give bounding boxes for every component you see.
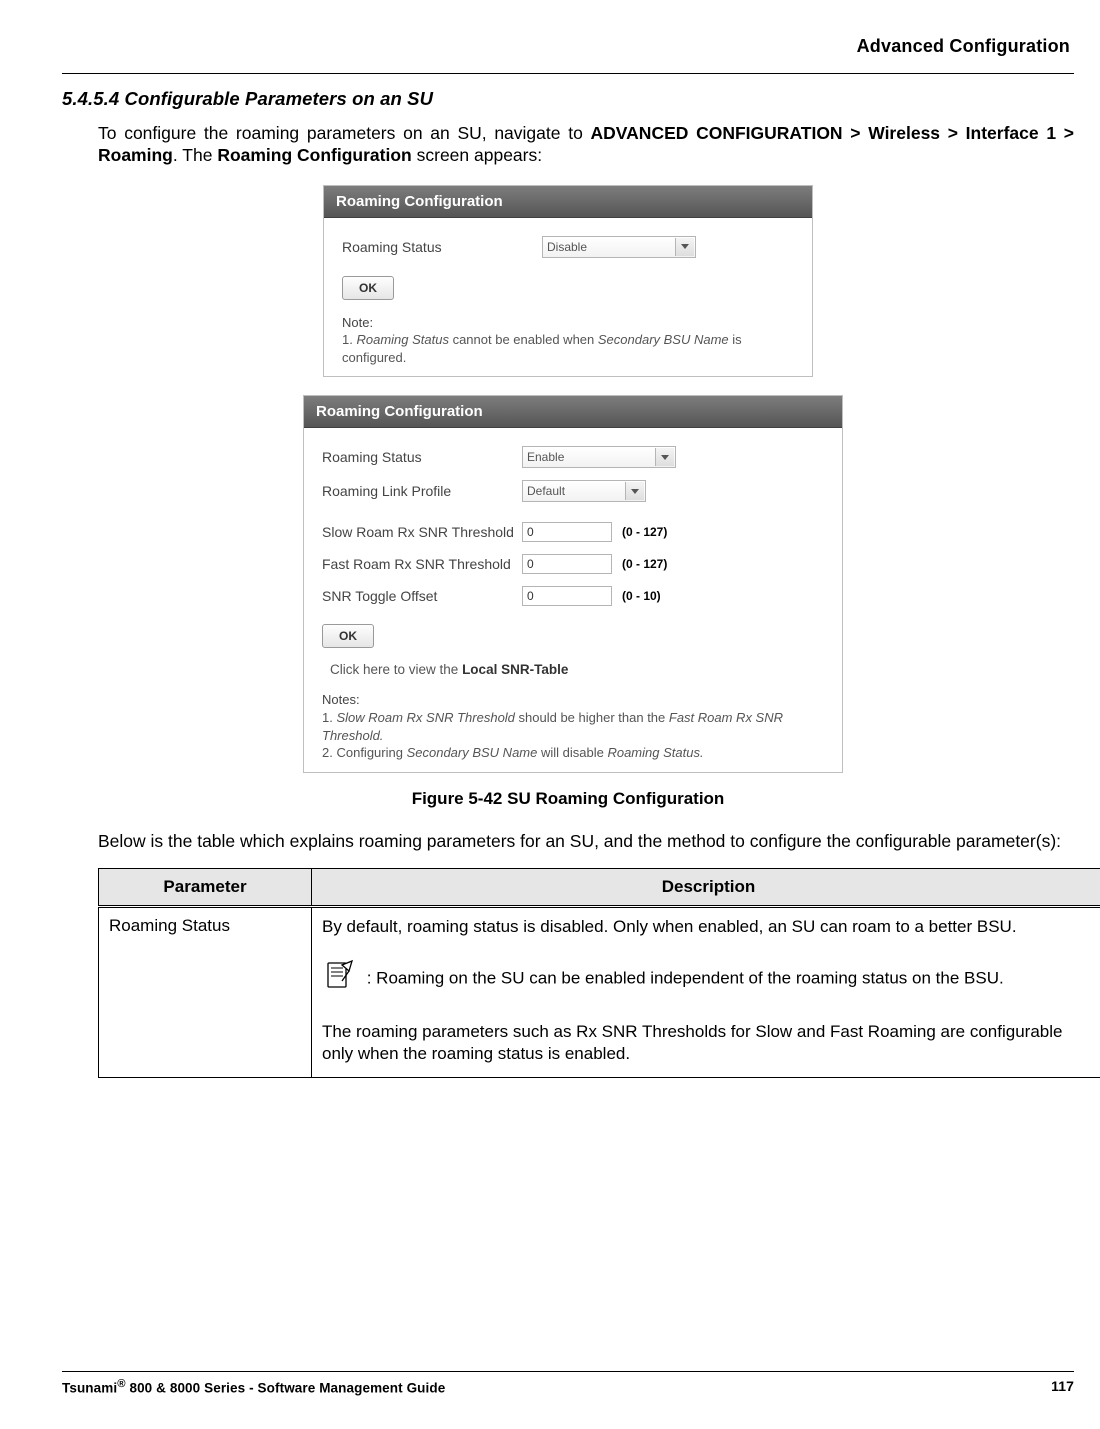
n2n: 2. bbox=[322, 745, 336, 760]
snr-table-link[interactable]: Click here to view the Local SNR-Table bbox=[330, 662, 828, 677]
footer-page-number: 117 bbox=[1051, 1378, 1074, 1396]
panel1-note-num: 1. bbox=[342, 332, 356, 347]
chevron-down-icon bbox=[655, 448, 674, 466]
panel2-row-profile: Roaming Link Profile Default bbox=[322, 480, 828, 502]
table-header-row: Parameter Description bbox=[99, 868, 1100, 906]
note-icon bbox=[322, 959, 356, 999]
footer-brand: Tsunami bbox=[62, 1380, 117, 1395]
panel2-notes: Notes: 1. Slow Roam Rx SNR Threshold sho… bbox=[322, 691, 828, 761]
panel2-note-1: 1. Slow Roam Rx SNR Threshold should be … bbox=[322, 709, 828, 744]
panel2-status-select[interactable]: Enable bbox=[522, 446, 676, 468]
intro-paragraph: To configure the roaming parameters on a… bbox=[98, 122, 1074, 167]
panel2-notes-label: Notes: bbox=[322, 691, 828, 709]
panel2-slow-label: Slow Roam Rx SNR Threshold bbox=[322, 524, 522, 540]
n1n: 1. bbox=[322, 710, 336, 725]
panel1-note-line: 1. Roaming Status cannot be enabled when… bbox=[342, 331, 798, 366]
panel2-fast-label: Fast Roam Rx SNR Threshold bbox=[322, 556, 522, 572]
n2i2: Secondary BSU Name bbox=[407, 745, 538, 760]
n2i3: Roaming Status. bbox=[607, 745, 703, 760]
panel1-row-status: Roaming Status Disable bbox=[342, 236, 798, 258]
panel2-body: Roaming Status Enable Roaming Link Profi… bbox=[304, 428, 842, 771]
table-intro: Below is the table which explains roamin… bbox=[98, 831, 1074, 852]
page-header-section: Advanced Configuration bbox=[62, 36, 1074, 57]
panel2-profile-label: Roaming Link Profile bbox=[322, 483, 522, 499]
panel1-titlebar: Roaming Configuration bbox=[324, 186, 812, 218]
figure-caption: Figure 5-42 SU Roaming Configuration bbox=[62, 789, 1074, 809]
roaming-panel-enabled: Roaming Configuration Roaming Status Ena… bbox=[303, 395, 843, 772]
panel2-titlebar: Roaming Configuration bbox=[304, 396, 842, 428]
intro-middle: . The bbox=[173, 145, 217, 165]
n1i1: Slow Roam Rx SNR Threshold bbox=[336, 710, 514, 725]
desc-p3: The roaming parameters such as Rx SNR Th… bbox=[322, 1021, 1095, 1065]
panel2-row-fast: Fast Roam Rx SNR Threshold (0 - 127) bbox=[322, 554, 828, 574]
footer-left: Tsunami® 800 & 8000 Series - Software Ma… bbox=[62, 1378, 445, 1396]
intro-path2: Roaming Configuration bbox=[217, 145, 411, 165]
panel2-row-status: Roaming Status Enable bbox=[322, 446, 828, 468]
panel1-note-i1: Roaming Status bbox=[356, 332, 449, 347]
panel2-profile-select[interactable]: Default bbox=[522, 480, 646, 502]
panel2-row-toggle: SNR Toggle Offset (0 - 10) bbox=[322, 586, 828, 606]
intro-suffix: screen appears: bbox=[412, 145, 542, 165]
panel1-note-label: Note: bbox=[342, 314, 798, 332]
snr-prefix: Click here to view the bbox=[330, 662, 462, 677]
n2t1: Configuring bbox=[336, 745, 406, 760]
panel1-note-t1: cannot be enabled when bbox=[449, 332, 598, 347]
header-rule bbox=[62, 73, 1074, 74]
page-footer: Tsunami® 800 & 8000 Series - Software Ma… bbox=[62, 1371, 1074, 1396]
screenshot-container: Roaming Configuration Roaming Status Dis… bbox=[303, 185, 833, 773]
panel2-status-label: Roaming Status bbox=[322, 449, 522, 465]
panel1-note: Note: 1. Roaming Status cannot be enable… bbox=[342, 314, 798, 367]
footer-row: Tsunami® 800 & 8000 Series - Software Ma… bbox=[62, 1378, 1074, 1396]
footer-rule bbox=[62, 1371, 1074, 1372]
th-description: Description bbox=[312, 868, 1100, 906]
panel2-slow-input[interactable] bbox=[522, 522, 612, 542]
cell-param: Roaming Status bbox=[99, 906, 312, 1077]
panel1-body: Roaming Status Disable OK Note: 1. Roami… bbox=[324, 218, 812, 377]
footer-reg: ® bbox=[117, 1378, 125, 1390]
desc-p2-text: : Roaming on the SU can be enabled indep… bbox=[362, 969, 1004, 988]
intro-prefix: To configure the roaming parameters on a… bbox=[98, 123, 591, 143]
chevron-down-icon bbox=[675, 238, 694, 256]
desc-p2: : Roaming on the SU can be enabled indep… bbox=[322, 959, 1095, 999]
panel2-toggle-input[interactable] bbox=[522, 586, 612, 606]
section-heading: 5.4.5.4 Configurable Parameters on an SU bbox=[62, 88, 1074, 110]
n1t1: should be higher than the bbox=[515, 710, 669, 725]
table-row: Roaming Status By default, roaming statu… bbox=[99, 906, 1100, 1077]
panel2-toggle-label: SNR Toggle Offset bbox=[322, 588, 522, 604]
panel2-fast-hint: (0 - 127) bbox=[622, 557, 667, 571]
panel1-status-select[interactable]: Disable bbox=[542, 236, 696, 258]
panel2-ok-button[interactable]: OK bbox=[322, 624, 374, 648]
panel1-ok-button[interactable]: OK bbox=[342, 276, 394, 300]
heading-number: 5.4.5.4 bbox=[62, 88, 119, 109]
chevron-down-icon bbox=[625, 482, 644, 500]
roaming-panel-disabled: Roaming Configuration Roaming Status Dis… bbox=[323, 185, 813, 378]
footer-title: 800 & 8000 Series - Software Management … bbox=[126, 1380, 446, 1395]
cell-desc: By default, roaming status is disabled. … bbox=[312, 906, 1100, 1077]
panel2-note-2: 2. Configuring Secondary BSU Name will d… bbox=[322, 744, 828, 762]
panel1-note-i2: Secondary BSU Name bbox=[598, 332, 729, 347]
panel1-status-value: Disable bbox=[547, 240, 587, 254]
panel1-status-label: Roaming Status bbox=[342, 239, 542, 255]
panel2-fast-input[interactable] bbox=[522, 554, 612, 574]
panel2-toggle-hint: (0 - 10) bbox=[622, 589, 661, 603]
heading-text: Configurable Parameters on an SU bbox=[125, 88, 434, 109]
n2t2: will disable bbox=[537, 745, 607, 760]
parameter-table: Parameter Description Roaming Status By … bbox=[98, 868, 1100, 1078]
panel2-profile-value: Default bbox=[527, 484, 565, 498]
th-parameter: Parameter bbox=[99, 868, 312, 906]
panel2-row-slow: Slow Roam Rx SNR Threshold (0 - 127) bbox=[322, 522, 828, 542]
desc-p1: By default, roaming status is disabled. … bbox=[322, 916, 1095, 938]
snr-bold: Local SNR-Table bbox=[462, 662, 568, 677]
panel2-status-value: Enable bbox=[527, 450, 564, 464]
panel2-slow-hint: (0 - 127) bbox=[622, 525, 667, 539]
